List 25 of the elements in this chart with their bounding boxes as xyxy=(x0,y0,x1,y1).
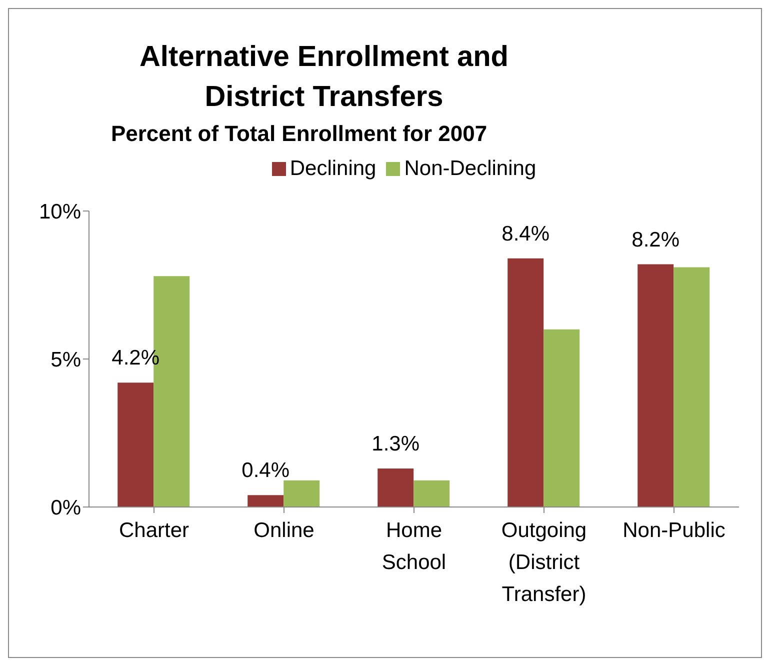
data-label: 1.3% xyxy=(372,432,420,456)
bar xyxy=(638,264,674,507)
y-tick-label: 10% xyxy=(38,200,81,224)
x-tick-label: Charter xyxy=(118,519,190,542)
legend-label: Non-Declining xyxy=(404,157,536,180)
x-tick-label: Home School xyxy=(382,519,446,574)
chart-subtitle: Percent of Total Enrollment for 2007 xyxy=(110,121,488,147)
y-tick-label: 5% xyxy=(50,348,81,372)
bar xyxy=(544,329,580,507)
x-tick-label: Outgoing (District Transfer) xyxy=(501,519,587,606)
bar xyxy=(284,480,320,507)
x-tick-label: Online xyxy=(254,519,314,542)
x-tick-label: Non-Public xyxy=(622,519,726,542)
legend-label: Declining xyxy=(290,157,376,180)
data-label: 8.2% xyxy=(632,228,680,252)
data-label: 8.4% xyxy=(502,222,550,246)
y-tick-label: 0% xyxy=(50,496,81,520)
bar xyxy=(248,495,284,507)
bar xyxy=(508,258,544,507)
data-label: 0.4% xyxy=(242,459,290,482)
chart-title: Alternative Enrollment and District Transfers xyxy=(138,40,510,115)
bar xyxy=(674,267,710,507)
bar xyxy=(414,480,450,507)
bar xyxy=(118,382,154,507)
bar xyxy=(378,468,414,507)
